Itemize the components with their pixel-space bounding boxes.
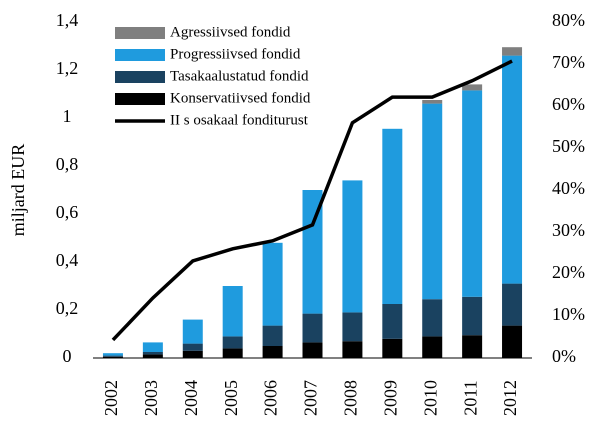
bar-segment	[182, 319, 203, 344]
x-tick-label: 2005	[221, 380, 241, 416]
bar-segment	[262, 242, 283, 326]
bar-segment	[262, 346, 283, 358]
bar-segment	[142, 354, 163, 358]
bar-segment	[142, 352, 163, 355]
bar-segment	[222, 336, 243, 349]
bar-segment	[422, 336, 443, 358]
y2-tick-label: 70%	[552, 52, 585, 72]
y-tick-label: 0,2	[56, 298, 79, 318]
y2-tick-label: 80%	[552, 10, 585, 30]
bar-segment	[102, 353, 123, 356]
line	[111, 59, 513, 342]
bar-segment	[382, 128, 403, 304]
x-tick-label: 2004	[181, 380, 201, 416]
legend-swatch	[115, 49, 165, 61]
legend-label: II s osakaal fonditurust	[170, 112, 309, 128]
bar-segment	[462, 90, 483, 297]
bar-segment	[222, 286, 243, 337]
bar-segment	[142, 342, 163, 352]
bar-segment	[102, 356, 123, 358]
bar-segment	[502, 55, 523, 284]
bar-segment	[182, 343, 203, 351]
bar-segment	[102, 355, 123, 357]
bar-segment	[302, 342, 323, 358]
legend-label: Tasakaalustatud fondid	[170, 68, 309, 84]
bar-segment	[502, 283, 523, 326]
y-tick-label: 0,6	[56, 202, 79, 222]
bar-segment	[462, 335, 483, 358]
x-tick-label: 2010	[420, 380, 440, 416]
bar-segment	[502, 325, 523, 358]
x-tick-label: 2012	[500, 380, 520, 416]
y2-tick-label: 0%	[552, 346, 576, 366]
y-tick-label: 1,2	[56, 58, 79, 78]
y-tick-label: 1,4	[56, 10, 79, 30]
x-tick-label: 2002	[101, 380, 121, 416]
y2-tick-label: 10%	[552, 304, 585, 324]
y2-tick-label: 50%	[552, 136, 585, 156]
x-tick-label: 2006	[261, 380, 281, 416]
y2-tick-label: 60%	[552, 94, 585, 114]
x-tick-label: 2003	[141, 380, 161, 416]
bar-segment	[342, 341, 363, 358]
x-tick-label: 2008	[341, 380, 361, 416]
bar-segment	[462, 84, 483, 91]
legend-label: Agressiivsed fondid	[170, 24, 291, 40]
bar-segment	[422, 103, 443, 300]
x-tick-label: 2011	[460, 380, 480, 415]
bar-segment	[182, 350, 203, 358]
bar-segment	[302, 313, 323, 343]
bar-segment	[222, 348, 243, 358]
y2-tick-label: 20%	[552, 262, 585, 282]
y-tick-label: 0,4	[56, 250, 79, 270]
bar-segment	[342, 180, 363, 313]
legend-swatch	[115, 27, 165, 39]
bar-segment	[462, 296, 483, 336]
y-axis-label: miljard EUR	[8, 144, 28, 237]
x-tick-label: 2007	[301, 380, 321, 416]
legend-swatch	[115, 71, 165, 83]
bar-segment	[302, 190, 323, 314]
bar-segment	[422, 100, 443, 104]
y-tick-label: 0	[63, 346, 72, 366]
x-tick-label: 2009	[380, 380, 400, 416]
y-tick-label: 0,8	[56, 154, 79, 174]
bar-segment	[502, 47, 523, 56]
y2-tick-label: 30%	[552, 220, 585, 240]
y-tick-label: 1	[63, 106, 72, 126]
legend-swatch	[115, 93, 165, 105]
bar-segment	[382, 338, 403, 358]
bar-segment	[342, 312, 363, 342]
bar-segment	[382, 304, 403, 339]
bar-segment	[422, 299, 443, 337]
legend-label: Progressiivsed fondid	[170, 46, 301, 62]
legend-label: Konservatiivsed fondid	[170, 90, 311, 106]
y2-tick-label: 40%	[552, 178, 585, 198]
bar-segment	[262, 325, 283, 346]
